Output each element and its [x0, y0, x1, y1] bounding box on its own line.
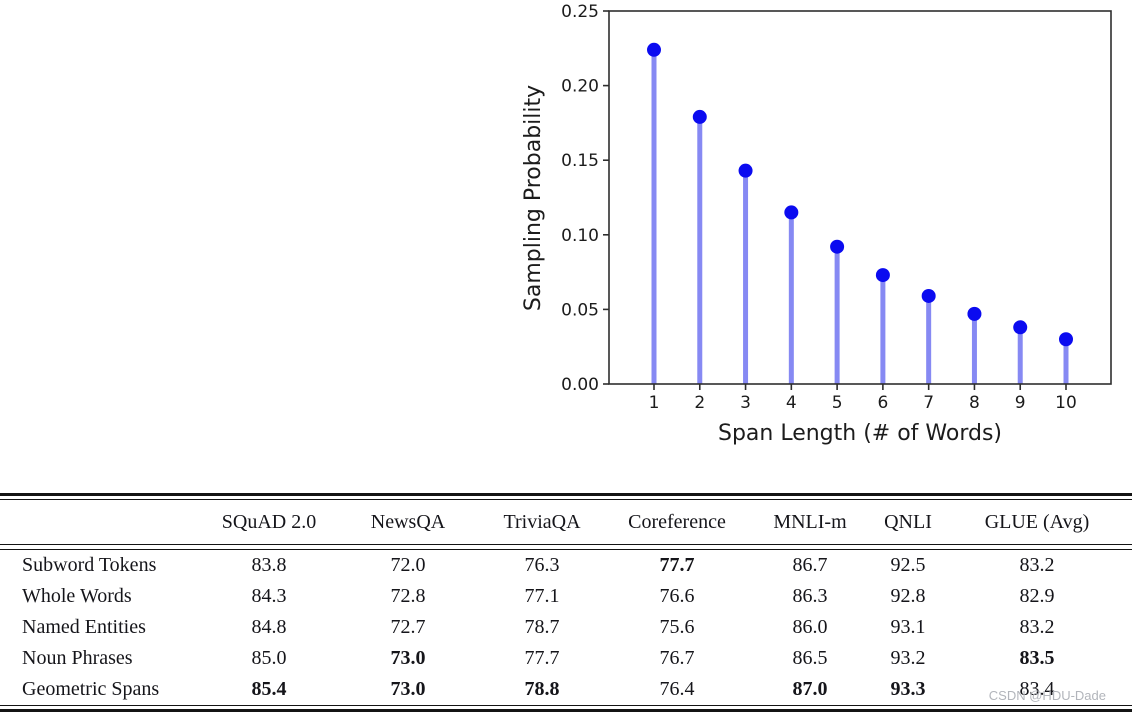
results-table-section: SQuAD 2.0 NewsQA TriviaQA Coreference MNLI-m…: [0, 493, 1132, 712]
table-cell: 86.0: [792, 616, 828, 638]
table-cell: 76.6: [659, 585, 695, 607]
x-axis-tick-label: 4: [786, 393, 797, 413]
data-point-marker: [1059, 332, 1073, 347]
table-cell: 93.2: [890, 647, 926, 669]
row-label: Noun Phrases: [22, 647, 133, 669]
x-axis-label: Span Length (# of Words): [718, 421, 1002, 446]
data-point-marker: [738, 163, 753, 178]
data-point-marker: [784, 205, 799, 220]
row-label: Whole Words: [22, 585, 132, 607]
table-cell: 86.3: [792, 585, 828, 607]
table-bottom-rule: [0, 705, 1132, 712]
row-label: Subword Tokens: [22, 554, 157, 576]
data-point-marker: [921, 288, 936, 303]
table-row: Named Entities 84.8 72.7 78.7 75.6 86.0 93.1 83…: [0, 612, 1132, 643]
column-header: NewsQA: [370, 510, 446, 533]
x-axis-tick-label: 3: [740, 393, 751, 413]
results-table: Subword Tokens 83.8 72.0 76.3 77.7 86.7 92.5 83…: [0, 550, 1132, 705]
x-axis-tick-label: 1: [649, 393, 660, 413]
table-cell: 72.7: [390, 616, 426, 638]
row-label: Named Entities: [22, 616, 146, 638]
table-cell: 83.4: [1019, 678, 1055, 700]
column-header: SQuAD 2.0: [221, 510, 317, 533]
x-axis-tick-label: 7: [923, 393, 934, 413]
y-axis-tick-label: 0.10: [561, 226, 599, 246]
table-cell: 72.0: [390, 554, 426, 576]
header-row: SQuAD 2.0 NewsQA TriviaQA Coreference MNLI-m…: [0, 500, 1132, 544]
table-cell: 93.3: [890, 678, 926, 700]
table-cell: 86.5: [792, 647, 828, 669]
table-cell: 73.0: [390, 678, 426, 700]
y-axis-tick-label: 0.25: [561, 2, 599, 22]
data-point-marker: [830, 239, 845, 254]
data-point-marker: [967, 306, 982, 321]
x-axis-tick-label: 5: [832, 393, 843, 413]
table-top-rule: [0, 493, 1132, 500]
table-row: Whole Words 84.3 72.8 77.1 76.6 86.3 92.8 82.9: [0, 581, 1132, 612]
table-cell: 78.8: [524, 678, 560, 700]
table-cell: 76.7: [659, 647, 695, 669]
table-cell: 82.9: [1019, 585, 1055, 607]
data-point-marker: [875, 268, 890, 283]
column-header: Coreference: [628, 510, 726, 533]
watermark: CSDN @HDU-Dade: [988, 688, 1106, 703]
table-cell: 92.8: [890, 585, 926, 607]
x-axis-tick-label: 10: [1055, 393, 1077, 413]
table-cell: 87.0: [792, 678, 828, 700]
table-row: Noun Phrases 85.0 73.0 77.7 76.7 86.5 93.2 83.5: [0, 643, 1132, 674]
table-cell: 85.0: [251, 647, 287, 669]
sampling-probability-chart: 0.00 0.05 0.10 0.15 0.20 0.25 1 2 3 4 5 6 7 8 9 10 Span…: [521, 2, 1112, 446]
row-label-column-header: [0, 500, 198, 544]
table-cell: 75.6: [659, 616, 695, 638]
table-cell: 84.3: [251, 585, 287, 607]
table-cell: 86.7: [792, 554, 828, 576]
table-row: Geometric Spans 85.4 73.0 78.8 76.4 87.0 93.3 8…: [0, 674, 1132, 705]
table-cell: 93.1: [890, 616, 926, 638]
column-header: GLUE (Avg): [984, 510, 1090, 533]
x-axis-tick-label: 2: [694, 393, 705, 413]
table-cell: 72.8: [390, 585, 426, 607]
table-cell: 83.2: [1019, 616, 1055, 638]
x-axis-tick-label: 8: [969, 393, 980, 413]
y-axis-tick-label: 0.15: [561, 151, 599, 171]
table-cell: 77.7: [659, 554, 695, 576]
x-axis-tick-label: 6: [877, 393, 888, 413]
table-cell: 92.5: [890, 554, 926, 576]
column-header: MNLI-m: [773, 510, 847, 533]
data-point-marker: [1013, 320, 1028, 335]
table-row: Subword Tokens 83.8 72.0 76.3 77.7 86.7 92.5 83…: [0, 550, 1132, 581]
table-cell: 84.8: [251, 616, 287, 638]
data-point-marker: [692, 109, 707, 124]
row-label: Geometric Spans: [22, 678, 160, 700]
table-cell: 83.8: [251, 554, 287, 576]
axes-frame: [608, 10, 1112, 385]
column-header: QNLI: [884, 510, 932, 533]
x-axis-tick-label: 9: [1015, 393, 1026, 413]
table-cell: 78.7: [524, 616, 560, 638]
table-header-rule: [0, 544, 1132, 550]
table-cell: 83.5: [1019, 647, 1055, 669]
column-header: TriviaQA: [503, 510, 581, 533]
sampling-probability-figure: 0.00 0.05 0.10 0.15 0.20 0.25 1 2 3 4 5 6 7 8 9 10 Span…: [500, 0, 1132, 455]
table-cell: 83.2: [1019, 554, 1055, 576]
table-cell: 76.3: [524, 554, 560, 576]
y-axis-tick-label: 0.05: [561, 300, 599, 320]
table-cell: 77.1: [524, 585, 560, 607]
table-cell: 76.4: [659, 678, 695, 700]
y-axis-tick-label: 0.00: [561, 375, 599, 395]
table-cell: 77.7: [524, 647, 560, 669]
y-axis-label: Sampling Probability: [521, 85, 546, 311]
table-cell: 73.0: [390, 647, 426, 669]
data-point-marker: [647, 42, 661, 57]
y-axis-tick-label: 0.20: [561, 77, 599, 97]
results-table-header: SQuAD 2.0 NewsQA TriviaQA Coreference MNLI-m…: [0, 500, 1132, 544]
table-cell: 85.4: [251, 678, 287, 700]
